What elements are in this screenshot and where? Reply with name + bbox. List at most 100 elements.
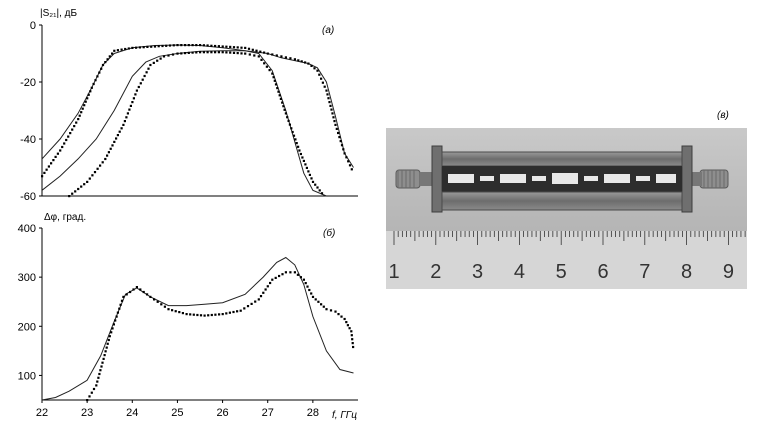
chart-a-series-1-point bbox=[297, 59, 300, 62]
chart-a-series-1-point bbox=[284, 56, 287, 59]
chart-b-series-1-point bbox=[189, 313, 192, 316]
chart-b-panel-label: (б) bbox=[323, 227, 335, 239]
chart-a-series-1-point bbox=[120, 48, 123, 51]
chart-b-x-tick-label: 25 bbox=[171, 407, 183, 419]
chart-b-series-1-point bbox=[185, 313, 188, 316]
chart-a-series-3-point bbox=[83, 183, 86, 186]
chart-b-series-1-point bbox=[299, 276, 302, 279]
chart-b-y-tick-label: 300 bbox=[18, 272, 36, 284]
chart-b-series-1-point bbox=[317, 300, 320, 303]
chart-b-series-1-point bbox=[274, 276, 277, 279]
chart-a-series-1-point bbox=[52, 159, 55, 162]
chart-a-series-3-point bbox=[101, 161, 104, 164]
chart-b-series-1-point bbox=[105, 346, 108, 349]
chart-a-series-3-point bbox=[263, 62, 266, 65]
chart-a-series-3-point bbox=[180, 52, 183, 55]
chart-a-series-1-point bbox=[320, 77, 323, 80]
chart-a-series-1-point bbox=[71, 128, 74, 131]
chart-a-series-3-point bbox=[307, 170, 310, 173]
chart-a-series-1-point bbox=[328, 101, 331, 104]
ruler-number: 5 bbox=[556, 261, 567, 283]
chart-a-series-1-point bbox=[73, 125, 76, 128]
chart-b-series-1-point bbox=[153, 298, 156, 301]
chart-b-y-label: Δφ, град. bbox=[44, 212, 86, 223]
chart-a-series-3-point bbox=[128, 108, 131, 111]
chart-a-series-1-point bbox=[251, 48, 254, 51]
chart-a-series-1-point bbox=[289, 57, 292, 60]
chart-a-series-1-point bbox=[342, 148, 345, 151]
chart-a-series-1-point bbox=[229, 45, 232, 48]
chart-a-series-3-point bbox=[299, 152, 302, 156]
chart-a-series-1-point bbox=[89, 90, 92, 93]
chart-a-series-1-point bbox=[255, 49, 258, 52]
chart-a-series-1-point bbox=[111, 52, 114, 55]
chart-a-series-1-point bbox=[116, 49, 119, 52]
chart-a-series-3-point bbox=[282, 105, 285, 108]
chart-b-series-1-point bbox=[112, 323, 115, 326]
chart-a-series-1-point bbox=[135, 46, 138, 49]
chart-a-series-1-point bbox=[67, 135, 70, 138]
chart-b-series-1-point bbox=[243, 307, 246, 310]
chart-b-series-1-point bbox=[289, 271, 292, 274]
chart-b-series-1-point bbox=[329, 309, 333, 312]
chart-a-series-1-point bbox=[59, 149, 62, 152]
chart-b-series-1-point bbox=[266, 285, 269, 288]
chart-a-series-1-point bbox=[187, 44, 190, 47]
chart-a-series-3-point bbox=[88, 177, 91, 180]
chart-b-series-1-point bbox=[320, 303, 323, 306]
chart-a-series-3-point bbox=[104, 157, 107, 161]
chart-a-series-3-point bbox=[156, 59, 159, 62]
chart-a-series-1-point bbox=[142, 46, 145, 49]
chart-b-series-1-point bbox=[325, 308, 328, 311]
chart-b-series-1-point bbox=[104, 350, 107, 353]
chart-b-series-1-point bbox=[293, 271, 296, 274]
chart-a-series-3-point bbox=[271, 72, 274, 75]
photo-label: (в) bbox=[717, 110, 729, 121]
chart-a-series-1-point bbox=[54, 155, 57, 158]
chart-b-series-1-point bbox=[167, 308, 170, 311]
chart-a-series-1-point bbox=[202, 44, 205, 47]
chart-b-series-1-point bbox=[257, 298, 260, 301]
chart-a-series-1-point bbox=[263, 51, 266, 54]
chart-b-series-1-point bbox=[278, 274, 281, 278]
chart-b-series-1-point bbox=[310, 292, 313, 295]
chart-a-series-1-point bbox=[96, 75, 99, 78]
chart-b-series-1-point bbox=[156, 300, 159, 303]
chart-a-series-3-point bbox=[305, 166, 308, 169]
chart-a-series-1-point bbox=[266, 52, 269, 55]
chart-b-series-1-point bbox=[86, 399, 89, 402]
chart-a-series-3-point bbox=[129, 104, 132, 107]
chart-b-series-1-point bbox=[146, 293, 149, 296]
chart-b-series-1-point bbox=[115, 315, 118, 318]
chart-b-x-tick-label: 27 bbox=[262, 407, 274, 419]
chart-a-series-2-line bbox=[41, 50, 327, 197]
chart-a-series-1-point bbox=[217, 45, 220, 48]
chart-b-series-1-point bbox=[221, 313, 224, 316]
chart-a-series-3-point bbox=[68, 195, 71, 198]
chart-a-series-3-point bbox=[236, 52, 239, 55]
chart-a-series-1-point bbox=[293, 58, 296, 61]
chart-a-series-1-point bbox=[236, 46, 239, 49]
chart-a-series-3-point bbox=[229, 51, 232, 54]
chart-b-series-1-point bbox=[246, 305, 250, 308]
ruler-number: 1 bbox=[388, 261, 399, 283]
chart-b-series-1-point bbox=[132, 288, 135, 291]
chart-a-panel-label: (а) bbox=[322, 25, 334, 36]
chart-a-series-3-point bbox=[132, 97, 135, 100]
chart-a-series-1-point bbox=[45, 168, 48, 171]
chart-a-series-3-point bbox=[301, 156, 304, 159]
chart-a-series-3-point bbox=[232, 51, 236, 54]
chart-b-series-1-point bbox=[199, 314, 203, 317]
chart-a-series-1-point bbox=[150, 45, 153, 48]
chart-a-series-3-point bbox=[184, 52, 187, 55]
chart-a-y-tick-label: -40 bbox=[20, 134, 36, 146]
chart-a-series-1-point bbox=[210, 44, 213, 47]
ruler-number: 9 bbox=[723, 261, 734, 283]
chart-b-series-1-point bbox=[239, 309, 242, 312]
chart-b-series-1-point bbox=[101, 361, 104, 364]
chart-b-series-1-point bbox=[345, 321, 348, 324]
chart-a-series-3-point bbox=[314, 183, 317, 186]
chart-b-series-1-point bbox=[304, 282, 307, 285]
chart-b-series-1-point bbox=[350, 330, 353, 333]
chart-b-series-1-point bbox=[269, 281, 272, 285]
